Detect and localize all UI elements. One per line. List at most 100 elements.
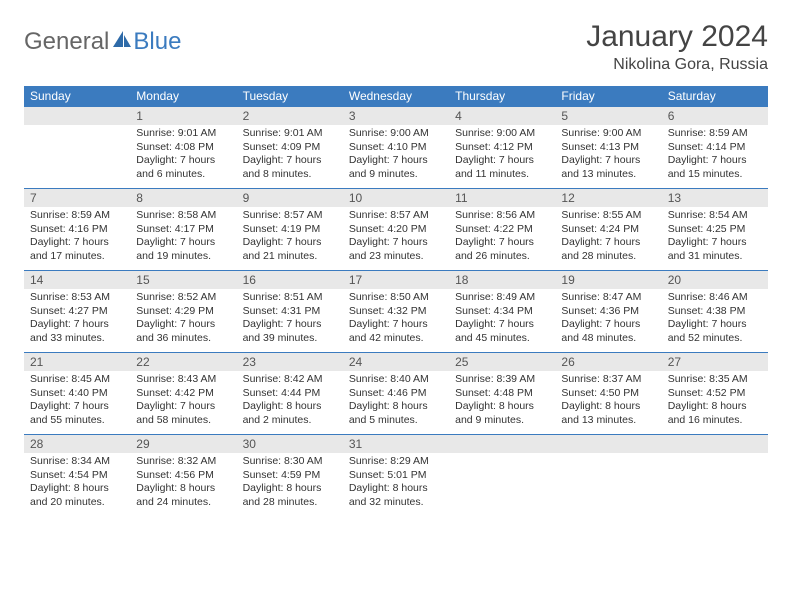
daylight-text: Daylight: 8 hours and 9 minutes.	[455, 400, 549, 427]
sunset-text: Sunset: 4:24 PM	[561, 223, 655, 237]
daylight-text: Daylight: 7 hours and 55 minutes.	[30, 400, 124, 427]
sunset-text: Sunset: 4:10 PM	[349, 141, 443, 155]
day-content: Sunrise: 8:55 AMSunset: 4:24 PMDaylight:…	[555, 207, 661, 268]
day-content: Sunrise: 8:47 AMSunset: 4:36 PMDaylight:…	[555, 289, 661, 350]
day-number: 17	[343, 270, 449, 289]
calendar-week-row: 14Sunrise: 8:53 AMSunset: 4:27 PMDayligh…	[24, 270, 768, 352]
sunset-text: Sunset: 4:09 PM	[243, 141, 337, 155]
day-number: 20	[662, 270, 768, 289]
sunset-text: Sunset: 4:08 PM	[136, 141, 230, 155]
daylight-text: Daylight: 7 hours and 42 minutes.	[349, 318, 443, 345]
sunrise-text: Sunrise: 8:34 AM	[30, 455, 124, 469]
daylight-text: Daylight: 7 hours and 19 minutes.	[136, 236, 230, 263]
day-number	[24, 106, 130, 125]
sunset-text: Sunset: 4:22 PM	[455, 223, 549, 237]
sunset-text: Sunset: 4:20 PM	[349, 223, 443, 237]
calendar-week-row: 21Sunrise: 8:45 AMSunset: 4:40 PMDayligh…	[24, 352, 768, 434]
sunset-text: Sunset: 4:34 PM	[455, 305, 549, 319]
sunrise-text: Sunrise: 8:57 AM	[243, 209, 337, 223]
calendar-day-cell: 26Sunrise: 8:37 AMSunset: 4:50 PMDayligh…	[555, 352, 661, 434]
sunrise-text: Sunrise: 8:32 AM	[136, 455, 230, 469]
daylight-text: Daylight: 7 hours and 36 minutes.	[136, 318, 230, 345]
day-number: 5	[555, 106, 661, 125]
calendar-day-cell: 14Sunrise: 8:53 AMSunset: 4:27 PMDayligh…	[24, 270, 130, 352]
daylight-text: Daylight: 8 hours and 32 minutes.	[349, 482, 443, 509]
day-content: Sunrise: 9:01 AMSunset: 4:08 PMDaylight:…	[130, 125, 236, 186]
calendar-day-cell: 12Sunrise: 8:55 AMSunset: 4:24 PMDayligh…	[555, 188, 661, 270]
sunrise-text: Sunrise: 8:59 AM	[668, 127, 762, 141]
sunrise-text: Sunrise: 8:37 AM	[561, 373, 655, 387]
sunrise-text: Sunrise: 8:51 AM	[243, 291, 337, 305]
sunset-text: Sunset: 4:16 PM	[30, 223, 124, 237]
daylight-text: Daylight: 7 hours and 8 minutes.	[243, 154, 337, 181]
calendar-day-cell: 30Sunrise: 8:30 AMSunset: 4:59 PMDayligh…	[237, 434, 343, 516]
sunset-text: Sunset: 4:32 PM	[349, 305, 443, 319]
day-content: Sunrise: 8:52 AMSunset: 4:29 PMDaylight:…	[130, 289, 236, 350]
sunset-text: Sunset: 4:46 PM	[349, 387, 443, 401]
sunset-text: Sunset: 4:54 PM	[30, 469, 124, 483]
day-content: Sunrise: 8:34 AMSunset: 4:54 PMDaylight:…	[24, 453, 130, 514]
daylight-text: Daylight: 7 hours and 9 minutes.	[349, 154, 443, 181]
sunrise-text: Sunrise: 9:00 AM	[455, 127, 549, 141]
location: Nikolina Gora, Russia	[586, 56, 768, 74]
calendar-day-cell: 4Sunrise: 9:00 AMSunset: 4:12 PMDaylight…	[449, 106, 555, 188]
calendar-day-cell: 20Sunrise: 8:46 AMSunset: 4:38 PMDayligh…	[662, 270, 768, 352]
weekday-header: Thursday	[449, 86, 555, 106]
calendar-day-cell	[555, 434, 661, 516]
daylight-text: Daylight: 7 hours and 26 minutes.	[455, 236, 549, 263]
day-number: 18	[449, 270, 555, 289]
day-number: 29	[130, 434, 236, 453]
sunset-text: Sunset: 4:44 PM	[243, 387, 337, 401]
day-number: 8	[130, 188, 236, 207]
sunrise-text: Sunrise: 9:00 AM	[349, 127, 443, 141]
sunrise-text: Sunrise: 8:53 AM	[30, 291, 124, 305]
daylight-text: Daylight: 7 hours and 48 minutes.	[561, 318, 655, 345]
day-content: Sunrise: 8:54 AMSunset: 4:25 PMDaylight:…	[662, 207, 768, 268]
day-number: 31	[343, 434, 449, 453]
day-content: Sunrise: 8:40 AMSunset: 4:46 PMDaylight:…	[343, 371, 449, 432]
day-content: Sunrise: 8:59 AMSunset: 4:14 PMDaylight:…	[662, 125, 768, 186]
calendar-day-cell	[449, 434, 555, 516]
day-number: 4	[449, 106, 555, 125]
daylight-text: Daylight: 7 hours and 11 minutes.	[455, 154, 549, 181]
day-content: Sunrise: 8:46 AMSunset: 4:38 PMDaylight:…	[662, 289, 768, 350]
sunset-text: Sunset: 4:52 PM	[668, 387, 762, 401]
sunset-text: Sunset: 4:14 PM	[668, 141, 762, 155]
weekday-header: Monday	[130, 86, 236, 106]
day-content: Sunrise: 8:35 AMSunset: 4:52 PMDaylight:…	[662, 371, 768, 432]
day-content: Sunrise: 8:43 AMSunset: 4:42 PMDaylight:…	[130, 371, 236, 432]
sunset-text: Sunset: 4:31 PM	[243, 305, 337, 319]
sunset-text: Sunset: 4:36 PM	[561, 305, 655, 319]
day-number: 10	[343, 188, 449, 207]
calendar-week-row: 7Sunrise: 8:59 AMSunset: 4:16 PMDaylight…	[24, 188, 768, 270]
sunrise-text: Sunrise: 9:00 AM	[561, 127, 655, 141]
calendar-week-row: 1Sunrise: 9:01 AMSunset: 4:08 PMDaylight…	[24, 106, 768, 188]
sunrise-text: Sunrise: 8:42 AM	[243, 373, 337, 387]
sunset-text: Sunset: 4:50 PM	[561, 387, 655, 401]
day-number: 3	[343, 106, 449, 125]
sunset-text: Sunset: 4:25 PM	[668, 223, 762, 237]
day-number: 13	[662, 188, 768, 207]
day-number: 24	[343, 352, 449, 371]
day-number: 1	[130, 106, 236, 125]
calendar-day-cell: 15Sunrise: 8:52 AMSunset: 4:29 PMDayligh…	[130, 270, 236, 352]
sunset-text: Sunset: 5:01 PM	[349, 469, 443, 483]
calendar-day-cell: 31 Sunrise: 8:29 AMSunset: 5:01 PMDayligh…	[343, 434, 449, 516]
sunrise-text: Sunrise: 8:29 AM	[349, 455, 443, 469]
page-title: January 2024	[586, 20, 768, 54]
day-content: Sunrise: 8:49 AMSunset: 4:34 PMDaylight:…	[449, 289, 555, 350]
calendar-day-cell: 28Sunrise: 8:34 AMSunset: 4:54 PMDayligh…	[24, 434, 130, 516]
daylight-text: Daylight: 7 hours and 6 minutes.	[136, 154, 230, 181]
weekday-header: Saturday	[662, 86, 768, 106]
daylight-text: Daylight: 7 hours and 31 minutes.	[668, 236, 762, 263]
day-content: Sunrise: 9:00 AMSunset: 4:12 PMDaylight:…	[449, 125, 555, 186]
calendar-table: SundayMondayTuesdayWednesdayThursdayFrid…	[24, 86, 768, 516]
day-content: Sunrise: 8:45 AMSunset: 4:40 PMDaylight:…	[24, 371, 130, 432]
daylight-text: Daylight: 8 hours and 28 minutes.	[243, 482, 337, 509]
calendar-day-cell: 1Sunrise: 9:01 AMSunset: 4:08 PMDaylight…	[130, 106, 236, 188]
weekday-header: Friday	[555, 86, 661, 106]
sunrise-text: Sunrise: 9:01 AM	[136, 127, 230, 141]
calendar-day-cell: 18Sunrise: 8:49 AMSunset: 4:34 PMDayligh…	[449, 270, 555, 352]
day-number: 16	[237, 270, 343, 289]
title-block: January 2024 Nikolina Gora, Russia	[586, 20, 768, 74]
